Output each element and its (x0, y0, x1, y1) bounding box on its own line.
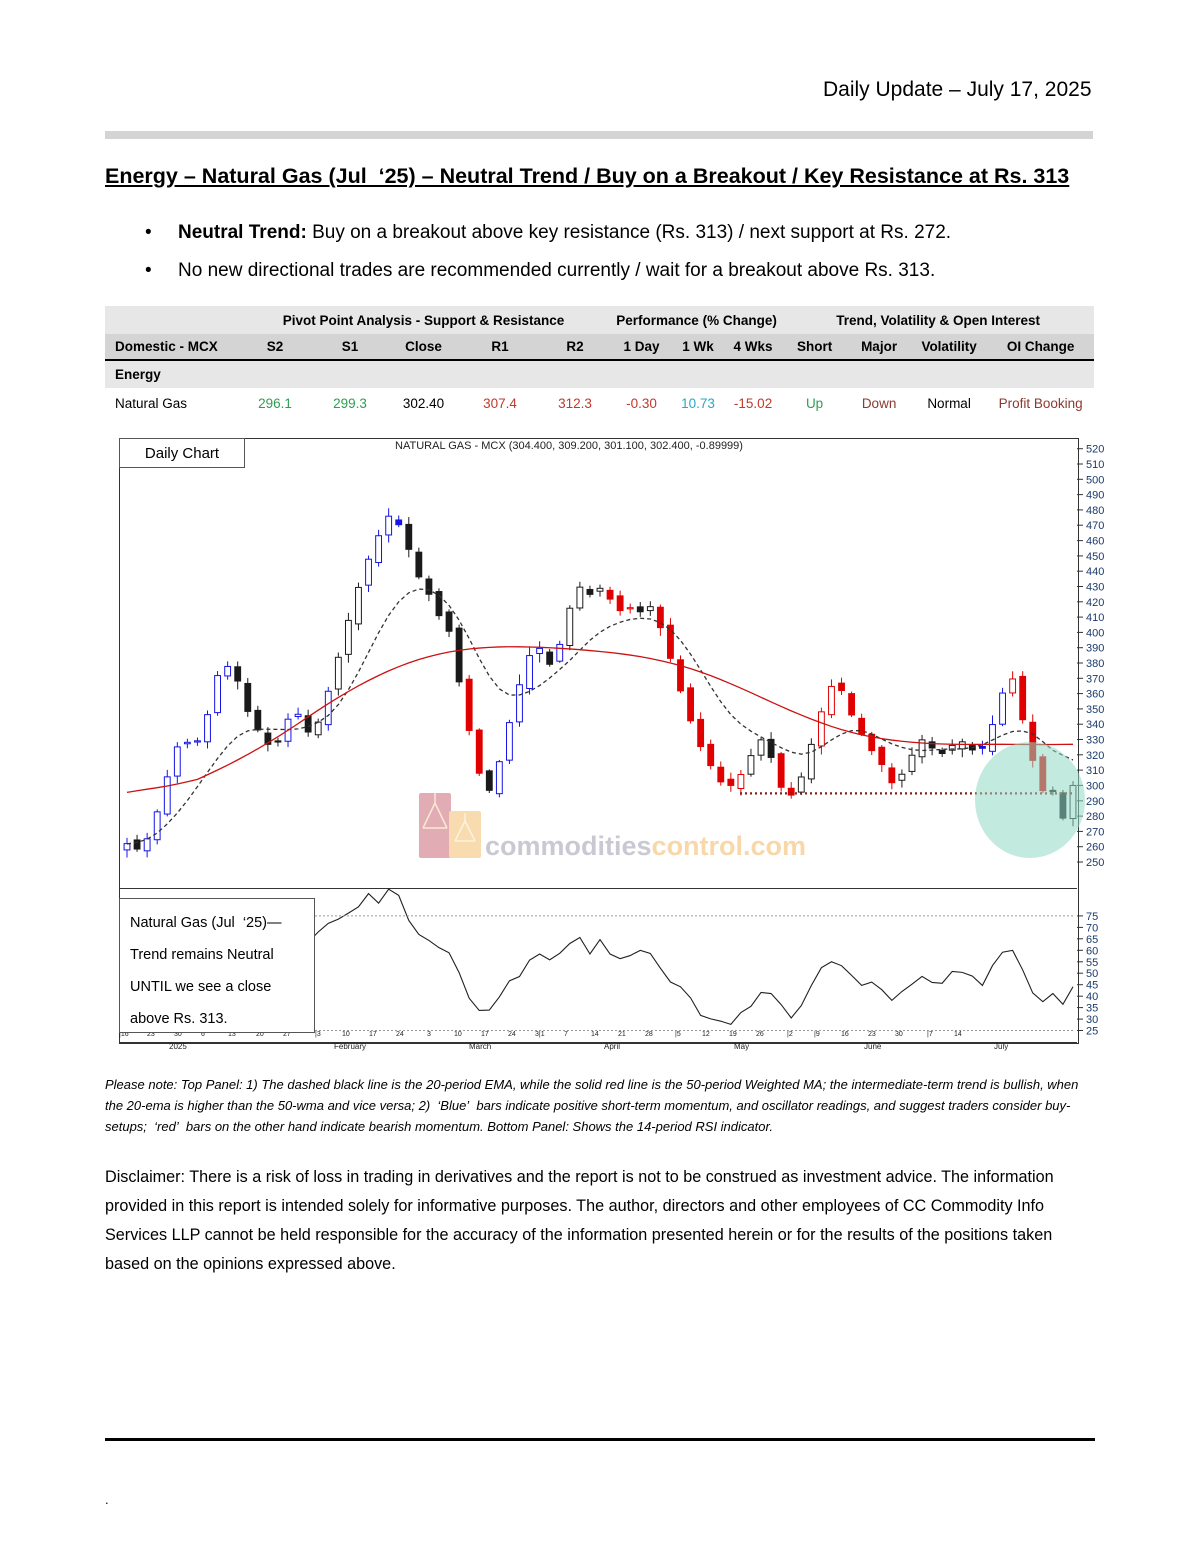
svg-text:390: 390 (1086, 643, 1104, 655)
svg-text:360: 360 (1086, 689, 1104, 701)
svg-text:520: 520 (1086, 444, 1104, 456)
svg-text:75: 75 (1086, 911, 1098, 923)
svg-text:280: 280 (1086, 811, 1104, 823)
svg-text:50: 50 (1086, 968, 1098, 980)
svg-text:310: 310 (1086, 765, 1104, 777)
svg-text:420: 420 (1086, 597, 1104, 609)
svg-text:440: 440 (1086, 566, 1104, 578)
svg-text:65: 65 (1086, 934, 1098, 946)
svg-text:480: 480 (1086, 505, 1104, 517)
svg-text:60: 60 (1086, 945, 1098, 957)
svg-text:35: 35 (1086, 1003, 1098, 1015)
svg-text:410: 410 (1086, 612, 1104, 624)
svg-text:510: 510 (1086, 459, 1104, 471)
svg-text:430: 430 (1086, 582, 1104, 594)
svg-text:500: 500 (1086, 474, 1104, 486)
svg-text:400: 400 (1086, 627, 1104, 639)
svg-text:commoditiescontrol.com: commoditiescontrol.com (485, 831, 806, 861)
svg-text:30: 30 (1086, 1014, 1098, 1026)
svg-text:250: 250 (1086, 857, 1104, 869)
svg-text:290: 290 (1086, 796, 1104, 808)
svg-text:370: 370 (1086, 673, 1104, 685)
svg-text:40: 40 (1086, 991, 1098, 1003)
svg-text:490: 490 (1086, 490, 1104, 502)
svg-text:350: 350 (1086, 704, 1104, 716)
svg-text:45: 45 (1086, 980, 1098, 992)
svg-text:340: 340 (1086, 719, 1104, 731)
svg-text:470: 470 (1086, 520, 1104, 532)
svg-text:260: 260 (1086, 842, 1104, 854)
svg-text:460: 460 (1086, 536, 1104, 548)
svg-text:380: 380 (1086, 658, 1104, 670)
svg-text:70: 70 (1086, 922, 1098, 934)
svg-text:300: 300 (1086, 780, 1104, 792)
svg-text:320: 320 (1086, 750, 1104, 762)
svg-text:270: 270 (1086, 826, 1104, 838)
svg-text:25: 25 (1086, 1026, 1098, 1038)
svg-text:55: 55 (1086, 957, 1098, 969)
svg-text:330: 330 (1086, 735, 1104, 747)
svg-text:450: 450 (1086, 551, 1104, 563)
